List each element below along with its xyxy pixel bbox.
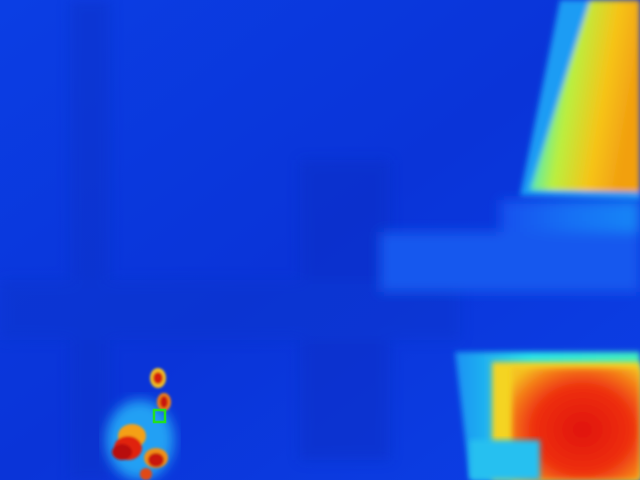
- target-marker: [152, 408, 167, 424]
- warm-wall-top-right: [520, 0, 640, 200]
- hot-block-bottom-right: [455, 352, 640, 480]
- hot-spots-bottom-left: [106, 368, 174, 480]
- horizontal-band: [380, 200, 640, 292]
